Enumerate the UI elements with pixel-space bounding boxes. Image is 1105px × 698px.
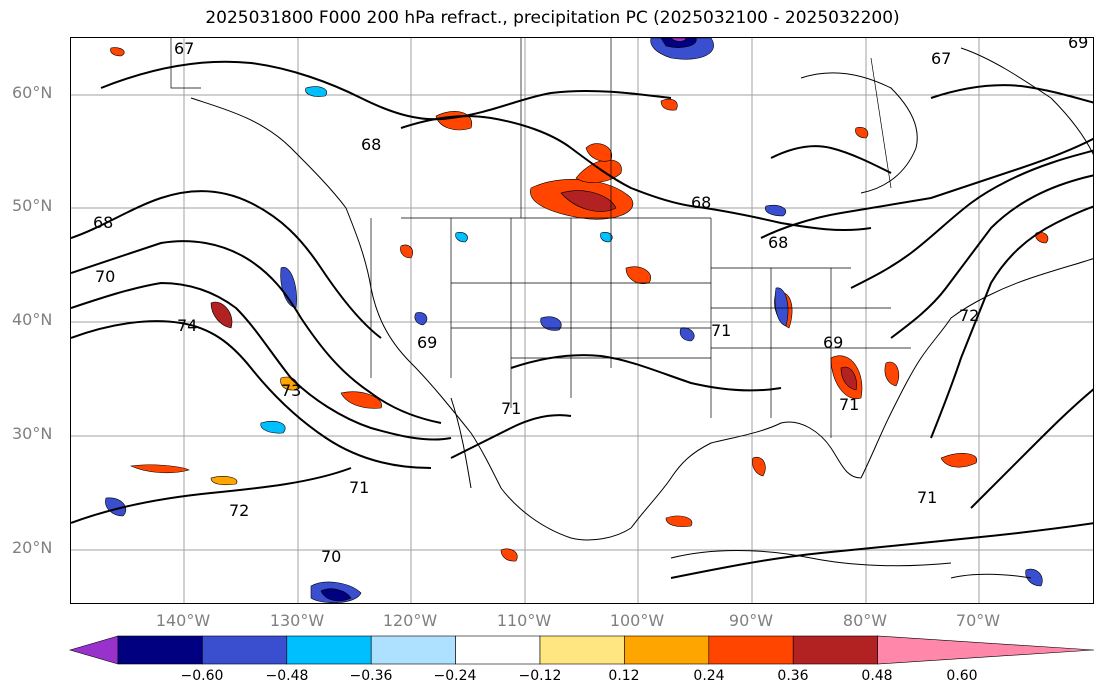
lon-label-110w: 110°W (496, 611, 552, 630)
colorbar-tick: 0.36 (777, 668, 809, 684)
contour-label: 70 (321, 547, 341, 566)
contour-labels: 67 67 69 68 68 70 74 73 72 71 70 68 69 7… (93, 38, 1088, 566)
refractivity-contours (71, 60, 1093, 579)
colorbar-swatch (708, 635, 794, 665)
lat-label-40n: 40°N (12, 310, 53, 329)
colorbar-swatch (539, 635, 625, 665)
colorbar (68, 635, 1095, 665)
lon-label-100w: 100°W (609, 611, 665, 630)
lat-label-60n: 60°N (12, 83, 53, 102)
map-panel: 67 67 69 68 68 70 74 73 72 71 70 68 69 7… (70, 37, 1094, 604)
colorbar-tick: −0.12 (518, 668, 562, 684)
contour-label: 70 (95, 267, 115, 286)
colorbar-tick: −0.48 (265, 668, 309, 684)
contour-label: 67 (174, 39, 194, 58)
colorbar-tick: −0.36 (349, 668, 393, 684)
colorbar-swatch (792, 635, 878, 665)
contour-label: 68 (691, 193, 711, 212)
lat-label-30n: 30°N (12, 424, 53, 443)
colorbar-tick: 0.12 (608, 668, 640, 684)
contour-label: 71 (917, 488, 937, 507)
lon-label-130w: 130°W (269, 611, 325, 630)
contour-label: 69 (823, 333, 843, 352)
contour-label: 69 (1068, 38, 1088, 52)
contour-label: 74 (177, 316, 197, 335)
lon-label-70w: 70°W (955, 611, 1001, 630)
contour-label: 68 (768, 233, 788, 252)
precip-shading (105, 38, 1049, 603)
lon-label-80w: 80°W (842, 611, 888, 630)
map-canvas: 67 67 69 68 68 70 74 73 72 71 70 68 69 7… (71, 38, 1093, 603)
lat-label-20n: 20°N (12, 538, 53, 557)
colorbar-tick: 0.24 (693, 668, 725, 684)
colorbar-swatch (370, 635, 456, 665)
colorbar-swatch (202, 635, 288, 665)
colorbar-extend-high (877, 635, 1095, 665)
colorbar-tick: 0.60 (946, 668, 978, 684)
coastlines (190, 47, 1093, 579)
contour-label: 71 (501, 399, 521, 418)
contour-label: 68 (93, 213, 113, 232)
lat-label-50n: 50°N (12, 196, 53, 215)
contour-label: 73 (281, 381, 301, 400)
contour-label: 72 (229, 501, 249, 520)
lon-label-140w: 140°W (155, 611, 211, 630)
colorbar-tick: 0.48 (861, 668, 893, 684)
contour-label: 68 (361, 135, 381, 154)
contour-label: 71 (839, 395, 859, 414)
contour-label: 69 (417, 333, 437, 352)
colorbar-swatch (624, 635, 710, 665)
colorbar-extend-low (68, 635, 119, 665)
contour-label: 71 (349, 478, 369, 497)
colorbar-swatch (117, 635, 203, 665)
colorbar-swatch (286, 635, 372, 665)
contour-label: 72 (959, 306, 979, 325)
colorbar-tick: −0.60 (180, 668, 224, 684)
political-boundaries (170, 38, 911, 438)
plot-title: 2025031800 F000 200 hPa refract., precip… (205, 8, 900, 28)
lon-label-90w: 90°W (728, 611, 774, 630)
contour-label: 71 (711, 321, 731, 340)
lon-label-120w: 120°W (382, 611, 438, 630)
colorbar-tick: −0.24 (433, 668, 477, 684)
contour-label: 67 (931, 49, 951, 68)
colorbar-swatch (455, 635, 541, 665)
